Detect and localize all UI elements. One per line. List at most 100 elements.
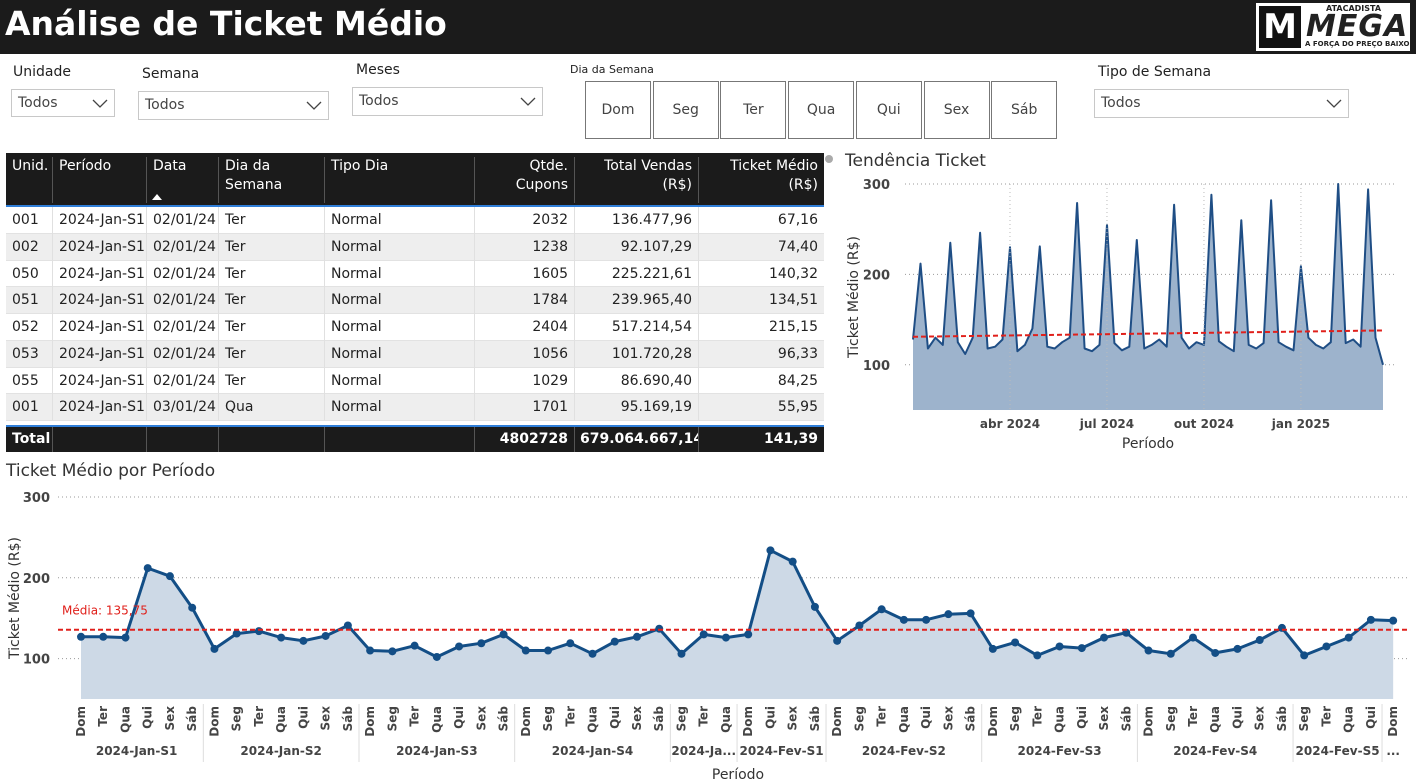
area (81, 550, 1394, 699)
x-tick-label: Sáb (964, 706, 978, 732)
point (121, 633, 130, 642)
table-cell: Ter (218, 314, 324, 341)
table-cell: 051 (12, 292, 39, 309)
point (321, 631, 330, 640)
point (455, 642, 464, 651)
group-label: 2024-Fev-S2 (862, 744, 946, 758)
x-tick-label: Sáb (1119, 706, 1133, 732)
y-tick-label: 200 (23, 572, 50, 587)
dropdown[interactable]: Todos (1094, 89, 1349, 118)
weekday-button[interactable]: Qui (855, 81, 922, 139)
x-tick-label: Dom (986, 706, 1000, 737)
logo: M ATACADISTA MEGA A FORÇA DO PREÇO BAIXO (1256, 3, 1410, 51)
logo-top: ATACADISTA (1326, 4, 1382, 13)
x-tick-label: Qua (897, 706, 911, 733)
group-label: 2024-Jan-S4 (552, 744, 633, 758)
x-axis-label: Período (1122, 436, 1174, 452)
table-cell: 052 (12, 319, 39, 335)
filter-label: Meses (356, 62, 400, 78)
dropdown[interactable]: Todos (138, 91, 329, 120)
filter-label: Tipo de Semana (1098, 64, 1212, 80)
point (788, 557, 797, 566)
group-label: 2024-Jan-S1 (96, 744, 177, 758)
dropdown[interactable]: Todos (11, 89, 115, 117)
column-header: Total Vendas (R$) (574, 157, 698, 203)
table-cell: Normal (324, 340, 474, 368)
table-row (6, 314, 824, 341)
point (99, 632, 108, 641)
table-row (6, 233, 824, 261)
weekday-button[interactable]: Ter (720, 81, 787, 139)
table-cell: 2024-Jan-S1 (52, 207, 146, 234)
x-tick-label: Seg (852, 706, 866, 731)
table-cell: 136.477,96 (574, 207, 698, 234)
x-tick-label: Seg (1008, 706, 1022, 731)
point (766, 546, 775, 555)
table-cell: 1238 (474, 233, 574, 261)
table-cell: 55,95 (698, 394, 824, 422)
table-cell: 2024-Jan-S1 (52, 260, 146, 288)
table-cell: 001 (12, 399, 39, 416)
x-tick-label: Dom (207, 706, 221, 737)
dropdown-value: Todos (145, 97, 185, 113)
x-tick-label: Seg (385, 706, 399, 731)
table-cell: 74,40 (698, 233, 824, 261)
total-divider (218, 427, 219, 452)
table-cell: 101.720,28 (574, 340, 698, 368)
table-cell: 134,51 (698, 287, 824, 315)
column-header: Período (52, 157, 146, 203)
weekday-button[interactable]: Qua (788, 81, 855, 139)
table-cell: 1701 (474, 394, 574, 422)
table-cell: Ter (218, 207, 324, 234)
point (1344, 633, 1353, 642)
total-label: Total (12, 431, 51, 447)
weekday-button[interactable]: Sex (923, 81, 990, 139)
point (1077, 644, 1086, 653)
weekday-button[interactable]: Sáb (991, 81, 1058, 139)
x-tick-label: Sex (319, 706, 333, 731)
point (1322, 642, 1331, 651)
table-cell: 2024-Jan-S1 (52, 394, 146, 422)
table-cell: 92.107,29 (574, 233, 698, 261)
x-tick-label: Sáb (808, 706, 822, 732)
chart-title: Tendência Ticket (844, 151, 986, 171)
dropdown[interactable]: Todos (352, 87, 543, 116)
weekday-button[interactable]: Dom (585, 81, 651, 139)
table-cell: Ter (218, 287, 324, 315)
table-cell: 517.214,54 (574, 314, 698, 341)
x-tick-label: Ter (1186, 706, 1200, 727)
y-tick-label: 100 (23, 653, 50, 668)
y-tick-label: 300 (863, 178, 890, 193)
table-cell: 02/01/24 (146, 367, 218, 395)
x-tick-label: Qua (1053, 706, 1067, 733)
column-header: Ticket Médio (R$) (698, 157, 824, 203)
dropdown-value: Todos (18, 95, 58, 111)
point (343, 621, 352, 630)
column-header: Dia da Semana (218, 157, 324, 203)
weekday-button[interactable]: Seg (652, 81, 719, 139)
x-tick-label: Ter (1030, 706, 1044, 727)
x-tick-label: Ter (252, 706, 266, 727)
point (1166, 649, 1175, 658)
table-cell: 215,15 (698, 314, 824, 341)
point (633, 632, 641, 641)
x-tick-label: Ter (1319, 706, 1333, 727)
x-axis-label: Período (712, 767, 764, 780)
x-tick-label: Dom (519, 706, 533, 737)
x-tick-label: Dom (74, 706, 88, 737)
x-tick-label: Sex (474, 706, 488, 731)
table-cell: 1784 (474, 287, 574, 315)
x-tick-label: Seg (674, 706, 688, 731)
point (1144, 646, 1153, 655)
group-label: 2024-Fev-S4 (1173, 744, 1257, 758)
table-cell: 1056 (474, 340, 574, 368)
x-tick-label: Qui (763, 706, 777, 729)
table-cell: Normal (324, 394, 474, 422)
point (165, 572, 174, 581)
table-cell: 86.690,40 (574, 367, 698, 395)
table-cell: 96,33 (698, 340, 824, 368)
total-value: 141,39 (763, 431, 818, 447)
point (432, 652, 441, 661)
x-tick-label: Sex (1097, 706, 1111, 731)
